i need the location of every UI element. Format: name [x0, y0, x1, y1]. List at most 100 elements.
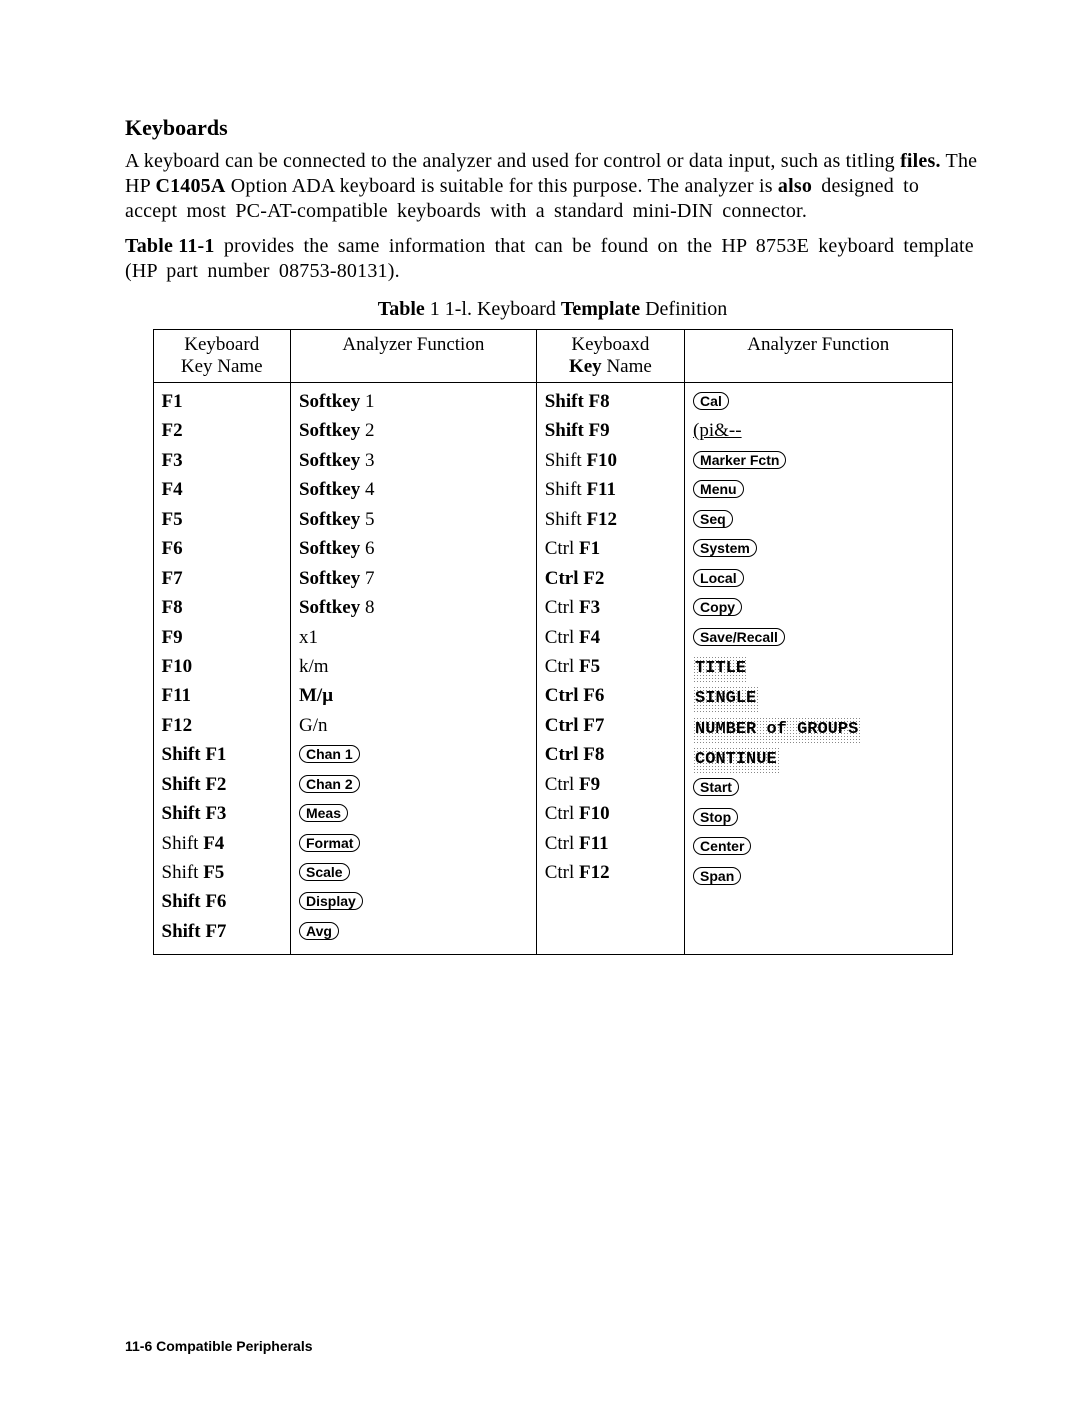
func-cell: G/n — [299, 711, 528, 740]
func-cell: Softkey 3 — [299, 446, 528, 475]
func-cell: Copy — [693, 593, 943, 622]
key-cell: Ctrl F12 — [545, 858, 676, 887]
cap-end: Definition — [640, 298, 727, 320]
cap-bold-1: Table — [378, 298, 425, 320]
key-cell: Shift F9 — [545, 416, 676, 445]
cap-mid: 1 1-l. Keyboard — [425, 298, 561, 320]
section-heading: Keyboards — [125, 115, 980, 141]
paragraph-1: A keyboard can be connected to the analy… — [125, 149, 980, 224]
page-footer: 11-6 Compatible Peripherals — [125, 1338, 313, 1354]
key-cell: Shift F8 — [545, 387, 676, 416]
cap-bold-2: Template — [561, 298, 640, 320]
func-cell: Save/Recall — [693, 623, 943, 652]
key-cell: Ctrl F8 — [545, 740, 676, 769]
left-funcs-cell: Softkey 1Softkey 2Softkey 3Softkey 4Soft… — [290, 383, 536, 955]
key-cell: Ctrl F10 — [545, 799, 676, 828]
func-cell: Stop — [693, 803, 943, 832]
key-cell: Ctrl F11 — [545, 829, 676, 858]
func-cell: Span — [693, 862, 943, 891]
key-cell: Ctrl F4 — [545, 623, 676, 652]
th-keyboard-key-name: Keyboard Key Name — [153, 330, 290, 383]
key-cell: Shift F10 — [545, 446, 676, 475]
key-cell — [545, 887, 676, 916]
func-cell: Display — [299, 887, 528, 916]
p1-bold-3: also — [778, 175, 812, 197]
key-cell: F5 — [162, 505, 282, 534]
func-cell: System — [693, 534, 943, 563]
func-cell: Cal — [693, 387, 943, 416]
func-cell: Format — [299, 829, 528, 858]
th-analyzer-function-2: Analyzer Function — [685, 330, 952, 383]
func-cell — [693, 921, 943, 950]
func-cell: Marker Fctn — [693, 446, 943, 475]
func-cell: Menu — [693, 475, 943, 504]
left-keys-cell: F1F2F3F4F5F6F7F8F9F10F11F12Shift F1Shift… — [153, 383, 290, 955]
func-cell: Seq — [693, 505, 943, 534]
table-body-row: F1F2F3F4F5F6F7F8F9F10F11F12Shift F1Shift… — [153, 383, 952, 955]
func-cell: (pi&-- — [693, 416, 943, 445]
key-cell: Shift F6 — [162, 887, 282, 916]
key-cell: F1 — [162, 387, 282, 416]
p1-text-1: A keyboard can be connected to the analy… — [125, 150, 900, 172]
key-cell: F9 — [162, 623, 282, 652]
p1-text-3: Option ADA keyboard is suitable for this… — [226, 175, 778, 197]
th-keyboard-key-name-2: Keyboaxd Key Name — [536, 330, 684, 383]
key-cell: F12 — [162, 711, 282, 740]
key-cell: F7 — [162, 564, 282, 593]
th-analyzer-function-1: Analyzer Function — [290, 330, 536, 383]
th-text: Key Name — [181, 356, 263, 377]
th-bold: Key — [569, 356, 602, 377]
key-cell: Ctrl F5 — [545, 652, 676, 681]
key-cell: Shift F11 — [545, 475, 676, 504]
key-cell: Shift F1 — [162, 740, 282, 769]
key-cell: Shift F4 — [162, 829, 282, 858]
right-keys-cell: Shift F8Shift F9Shift F10Shift F11Shift … — [536, 383, 684, 955]
key-cell — [545, 917, 676, 946]
p2-text-1: provides the same information that can b… — [125, 235, 974, 282]
func-cell: Softkey 2 — [299, 416, 528, 445]
key-cell: Shift F5 — [162, 858, 282, 887]
keyboard-table: Keyboard Key Name Analyzer Function Keyb… — [153, 329, 953, 955]
key-cell: Shift F2 — [162, 770, 282, 799]
func-cell: Softkey 1 — [299, 387, 528, 416]
th-text: Name — [602, 356, 652, 377]
key-cell: Ctrl F6 — [545, 681, 676, 710]
func-cell: Softkey 6 — [299, 534, 528, 563]
func-cell: TITLE — [693, 652, 943, 682]
key-cell: Shift F12 — [545, 505, 676, 534]
paragraph-2: Table 11-1 provides the same information… — [125, 234, 980, 284]
table-header-row: Keyboard Key Name Analyzer Function Keyb… — [153, 330, 952, 383]
func-cell: CONTINUE — [693, 743, 943, 773]
key-cell: F4 — [162, 475, 282, 504]
key-cell: Shift F3 — [162, 799, 282, 828]
key-cell: F6 — [162, 534, 282, 563]
func-cell: M/μ — [299, 681, 528, 710]
key-cell: Ctrl F1 — [545, 534, 676, 563]
func-cell: Softkey 5 — [299, 505, 528, 534]
key-cell: F2 — [162, 416, 282, 445]
key-cell: Ctrl F7 — [545, 711, 676, 740]
func-cell: Start — [693, 773, 943, 802]
func-cell: SINGLE — [693, 682, 943, 712]
func-cell: x1 — [299, 623, 528, 652]
func-cell: Softkey 7 — [299, 564, 528, 593]
func-cell: Softkey 8 — [299, 593, 528, 622]
p1-bold-1: files. — [900, 150, 941, 172]
key-cell: F8 — [162, 593, 282, 622]
func-cell: Softkey 4 — [299, 475, 528, 504]
func-cell — [693, 891, 943, 920]
func-cell: Scale — [299, 858, 528, 887]
key-cell: F10 — [162, 652, 282, 681]
key-cell: F3 — [162, 446, 282, 475]
func-cell: k/m — [299, 652, 528, 681]
th-text: Keyboard — [184, 334, 259, 355]
func-cell: Local — [693, 564, 943, 593]
func-cell: Meas — [299, 799, 528, 828]
key-cell: Ctrl F2 — [545, 564, 676, 593]
key-cell: Shift F7 — [162, 917, 282, 946]
right-funcs-cell: Cal(pi&--Marker FctnMenuSeqSystemLocalCo… — [685, 383, 952, 955]
func-cell: Chan 1 — [299, 740, 528, 769]
table-caption: Table 1 1-l. Keyboard Template Definitio… — [125, 298, 980, 321]
key-cell: Ctrl F9 — [545, 770, 676, 799]
func-cell: NUMBER of GROUPS — [693, 713, 943, 743]
